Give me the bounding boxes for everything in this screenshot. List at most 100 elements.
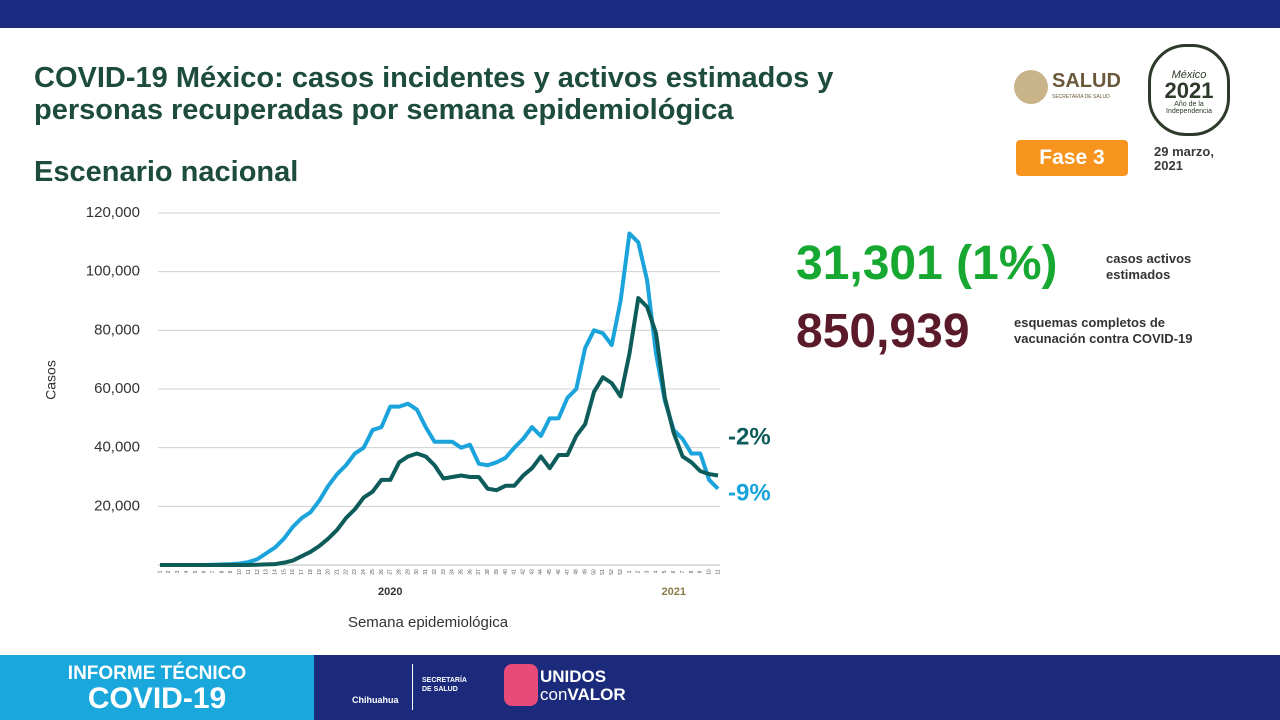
x-tick-label: 24	[361, 569, 367, 575]
x-tick-label: 5	[662, 570, 668, 573]
active-cases: 31,301 (1%)	[796, 237, 1058, 290]
x-tick-label: 20	[326, 569, 332, 575]
x-tick-label: 15	[281, 569, 287, 575]
stat-label-line: casos activos	[1106, 251, 1192, 266]
x-tick-label: 7	[680, 570, 686, 573]
salud-emblem	[1014, 70, 1048, 104]
x-tick-label: 28	[396, 569, 402, 575]
x-tick-label: 52	[609, 569, 615, 575]
x-tick-label: 26	[379, 569, 385, 575]
x-tick-label: 12	[255, 569, 261, 575]
x-tick-label: 43	[529, 569, 535, 575]
slogan-word: con	[540, 685, 568, 704]
x-tick-label: 47	[565, 569, 571, 575]
date: 29 marzo, 2021	[1154, 145, 1214, 173]
x-tick-label: 11	[715, 569, 721, 574]
date-line: 29 marzo,	[1154, 144, 1214, 159]
x-tick-label: 10	[237, 569, 243, 575]
x-tick-label: 18	[308, 569, 314, 575]
x-tick-label: 11	[246, 569, 252, 574]
x-tick-label: 17	[299, 569, 305, 575]
y-tick-label: 100,000	[86, 263, 140, 280]
y-tick-label: 40,000	[94, 439, 140, 456]
footer-divider	[412, 664, 413, 710]
x-tick-label: 27	[388, 569, 394, 575]
stat-label-line: esquemas completos de	[1014, 315, 1165, 330]
x-tick-label: 23	[352, 569, 358, 575]
x-tick-label: 9	[228, 570, 234, 573]
x-tick-label: 4	[184, 570, 190, 573]
x-tick-label: 48	[574, 569, 580, 575]
x-tick-label: 30	[414, 569, 420, 575]
x-tick-label: 34	[450, 569, 456, 575]
footer-slogan: UNIDOS conVALOR	[540, 668, 626, 704]
x-tick-label: 40	[503, 569, 509, 575]
logo-year: 2021	[1164, 78, 1214, 103]
series-line	[160, 296, 719, 567]
footer-text: INFORME TÉCNICO	[67, 663, 247, 684]
title: COVID-19 México: casos incidentes y acti…	[34, 62, 834, 126]
vaccinations: 850,939	[796, 305, 970, 358]
x-tick-label: 8	[219, 570, 225, 573]
x-tick-label: 7	[210, 570, 216, 573]
subtitle: Escenario nacional	[34, 156, 299, 188]
x-tick-label: 35	[458, 569, 464, 575]
x-tick-label: 1	[157, 570, 163, 573]
x-tick-label: 19	[317, 569, 323, 575]
salud-sub: SECRETARÍA DE SALUD	[1052, 94, 1110, 100]
x-tick-label: 29	[405, 569, 411, 575]
x-tick-label: 21	[334, 569, 340, 575]
x-tick-label: 45	[547, 569, 553, 575]
stat-label: casos activos estimados	[1106, 251, 1191, 283]
series-line	[160, 231, 720, 567]
x-group-label: 2021	[661, 586, 685, 598]
stat-label-line: vacunación contra COVID-19	[1014, 331, 1193, 346]
x-tick-label: 32	[432, 569, 438, 575]
x-tick-label: 51	[600, 569, 606, 575]
y-tick-label: 60,000	[94, 380, 140, 397]
x-tick-label: 9	[698, 570, 704, 573]
footer-text: COVID-19	[87, 682, 227, 715]
annotation: -2%	[728, 423, 771, 450]
x-tick-label: 2	[636, 570, 642, 573]
y-tick-label: 80,000	[94, 321, 140, 338]
x-tick-label: 13	[264, 569, 270, 575]
chart: Casos Semana epidemiológica 20,000 40,000…	[43, 204, 771, 631]
footer-dept-line: SECRETARÍA	[422, 677, 467, 684]
footer-dept: SECRETARÍA DE SALUD	[422, 676, 467, 694]
x-tick-label: 38	[485, 569, 491, 575]
y-axis-label: Casos	[43, 360, 59, 400]
x-tick-label: 33	[441, 569, 447, 575]
x-tick-label: 49	[582, 569, 588, 575]
x-tick-label: 3	[175, 570, 181, 573]
footer-state: Chihuahua	[352, 695, 399, 705]
slogan-line: UNIDOS	[540, 667, 607, 686]
logo-2021: México 2021 Año de la Independencia	[1148, 44, 1230, 136]
x-tick-label: 39	[494, 569, 500, 575]
x-tick-label: 25	[370, 569, 376, 575]
phase-badge: Fase 3	[1016, 140, 1128, 176]
x-tick-label: 2	[166, 570, 172, 573]
x-tick-label: 8	[689, 570, 695, 573]
slogan-line: conVALOR	[540, 686, 626, 704]
footer-report: INFORME TÉCNICO COVID-19	[0, 655, 314, 720]
x-tick-label: 50	[591, 569, 597, 575]
x-tick-label: 42	[520, 569, 526, 575]
x-tick-label: 46	[556, 569, 562, 575]
x-tick-label: 53	[618, 569, 624, 575]
x-tick-label: 37	[476, 569, 482, 575]
annotation: -9%	[728, 479, 771, 506]
top-bar	[0, 0, 1280, 28]
x-tick-label: 1	[627, 570, 633, 573]
y-tick-label: 120,000	[86, 204, 140, 221]
x-tick-label: 6	[202, 570, 208, 573]
x-tick-label: 22	[343, 569, 349, 575]
x-tick-label: 36	[467, 569, 473, 575]
y-tick-label: 20,000	[94, 497, 140, 514]
x-axis-label: Semana epidemiológica	[348, 614, 509, 631]
x-tick-label: 6	[671, 570, 677, 573]
x-tick-label: 31	[423, 569, 429, 575]
x-tick-label: 14	[272, 569, 278, 575]
x-tick-label: 5	[193, 570, 199, 573]
